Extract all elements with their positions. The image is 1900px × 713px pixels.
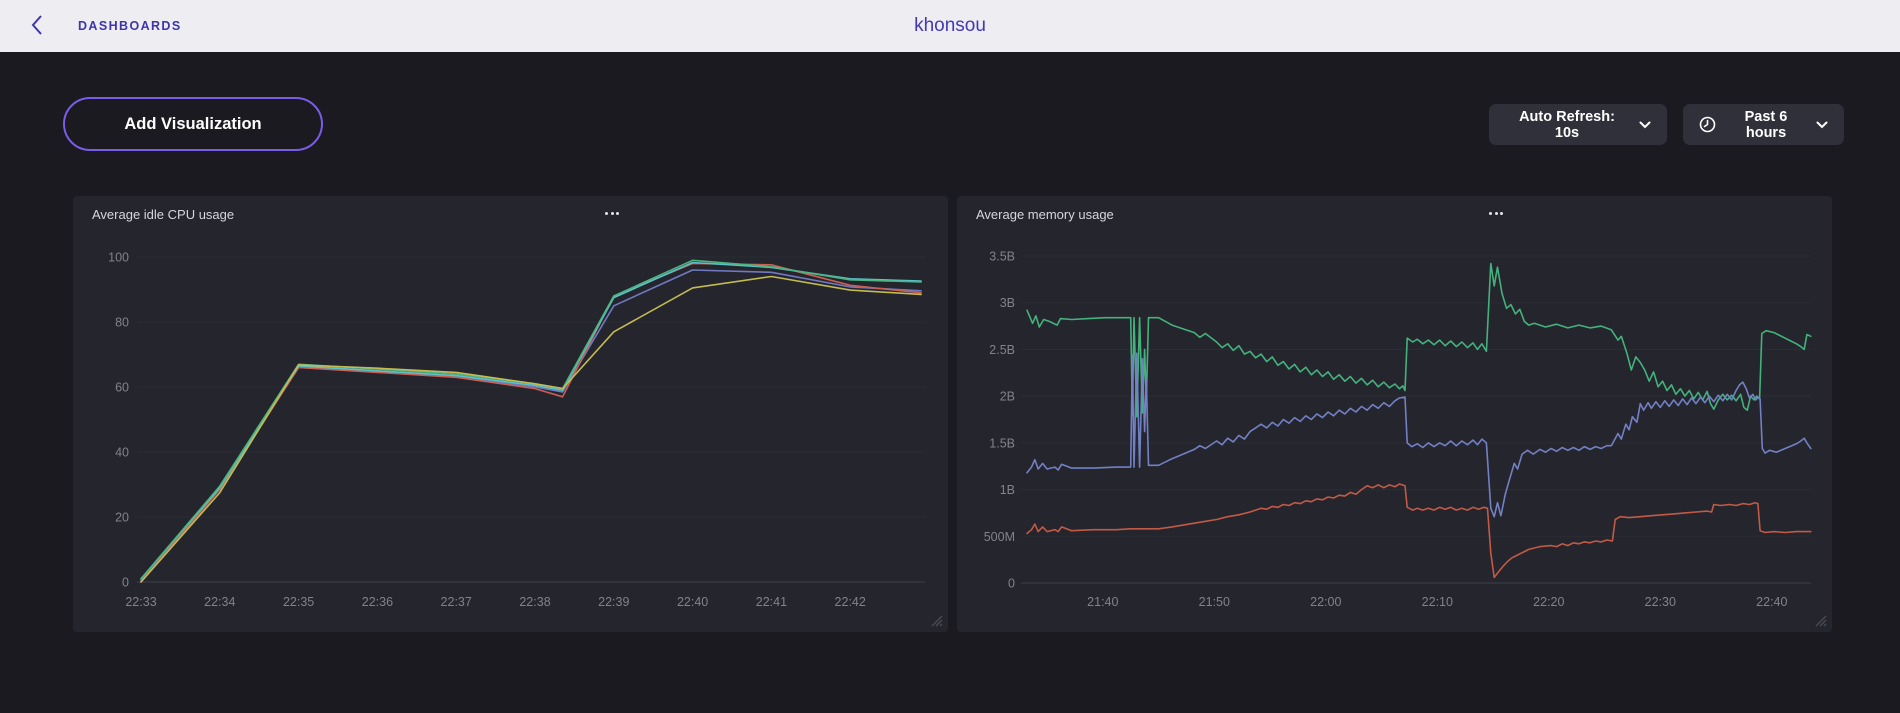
series-line-salmon <box>140 262 922 583</box>
auto-refresh-label: Auto Refresh: 10s <box>1519 108 1615 141</box>
x-axis-tick-label: 22:37 <box>441 595 472 609</box>
page-title: khonsou <box>914 15 986 36</box>
series-line-periwinkle <box>140 269 922 582</box>
x-axis-tick-label: 21:50 <box>1199 595 1230 609</box>
x-axis-tick-label: 22:41 <box>756 595 787 609</box>
panel-cpu-usage: Average idle CPU usage 0 20 40 60 80 100 22:33… <box>73 196 948 632</box>
x-axis-tick-label: 22:38 <box>519 595 550 609</box>
series-line-yellow <box>140 275 922 583</box>
series-line-green <box>140 259 922 580</box>
memory-usage-chart[interactable]: 0 500M 1B 1.5B 2B 2.5B 3B 3.5B 21:40 21:50 22:00 22… <box>957 196 1832 632</box>
breadcrumb-dashboards[interactable]: DASHBOARDS <box>78 19 182 33</box>
x-axis-tick-label: 22:42 <box>835 595 866 609</box>
chevron-down-icon <box>1816 117 1828 133</box>
x-axis-tick-label: 22:39 <box>598 595 629 609</box>
series-line-red <box>1026 483 1812 579</box>
panel-menu-icon[interactable] <box>602 209 622 218</box>
y-axis-tick-label: 2B <box>1000 390 1015 404</box>
x-axis-tick-label: 22:40 <box>1756 595 1787 609</box>
resize-handle-icon[interactable] <box>928 612 944 628</box>
y-axis-tick-label: 100 <box>108 251 129 265</box>
series-line-green <box>1026 262 1812 418</box>
y-axis-tick-label: 80 <box>115 316 129 330</box>
time-range-label: Past 6 hours <box>1744 108 1788 141</box>
y-axis-tick-label: 0 <box>122 576 129 590</box>
panel-memory-usage: Average memory usage 0 500M 1B 1.5B 2B 2.5B 3B… <box>957 196 1832 632</box>
x-axis-tick-label: 22:10 <box>1422 595 1453 609</box>
x-axis-tick-label: 22:36 <box>362 595 393 609</box>
series-line-blue <box>1026 352 1812 518</box>
y-axis-tick-label: 60 <box>115 381 129 395</box>
x-axis-tick-label: 22:00 <box>1310 595 1341 609</box>
x-axis-tick-label: 22:35 <box>283 595 314 609</box>
panel-menu-icon[interactable] <box>1486 209 1506 218</box>
y-axis-tick-label: 2.5B <box>989 343 1015 357</box>
y-axis-tick-label: 0 <box>1008 577 1015 591</box>
time-range-dropdown[interactable]: Past 6 hours <box>1683 104 1844 145</box>
chevron-down-icon <box>1639 117 1651 133</box>
x-axis-tick-label: 22:30 <box>1645 595 1676 609</box>
panel-title: Average memory usage <box>976 207 1114 222</box>
y-axis-tick-label: 40 <box>115 446 129 460</box>
x-axis-tick-label: 22:33 <box>125 595 156 609</box>
x-axis-tick-label: 22:40 <box>677 595 708 609</box>
back-chevron-icon <box>29 13 45 40</box>
x-axis-tick-label: 22:20 <box>1533 595 1564 609</box>
cpu-usage-chart[interactable]: 0 20 40 60 80 100 22:33 22:34 22:35 22:36 22:37 22:… <box>73 196 948 632</box>
y-axis-tick-label: 1B <box>1000 483 1015 497</box>
y-axis-tick-label: 500M <box>984 530 1015 544</box>
topbar: DASHBOARDS khonsou <box>0 0 1900 52</box>
panel-title: Average idle CPU usage <box>92 207 235 222</box>
clock-icon <box>1699 116 1716 133</box>
y-axis-tick-label: 20 <box>115 511 129 525</box>
x-axis-tick-label: 21:40 <box>1087 595 1118 609</box>
series-line-cyan <box>140 261 922 580</box>
resize-handle-icon[interactable] <box>1812 612 1828 628</box>
x-axis-tick-label: 22:34 <box>204 595 235 609</box>
add-visualization-button[interactable]: Add Visualization <box>63 97 323 151</box>
back-button[interactable] <box>24 13 50 39</box>
y-axis-tick-label: 1.5B <box>989 436 1015 450</box>
y-axis-tick-label: 3B <box>1000 296 1015 310</box>
auto-refresh-dropdown[interactable]: Auto Refresh: 10s <box>1489 104 1667 145</box>
y-axis-tick-label: 3.5B <box>989 250 1015 264</box>
